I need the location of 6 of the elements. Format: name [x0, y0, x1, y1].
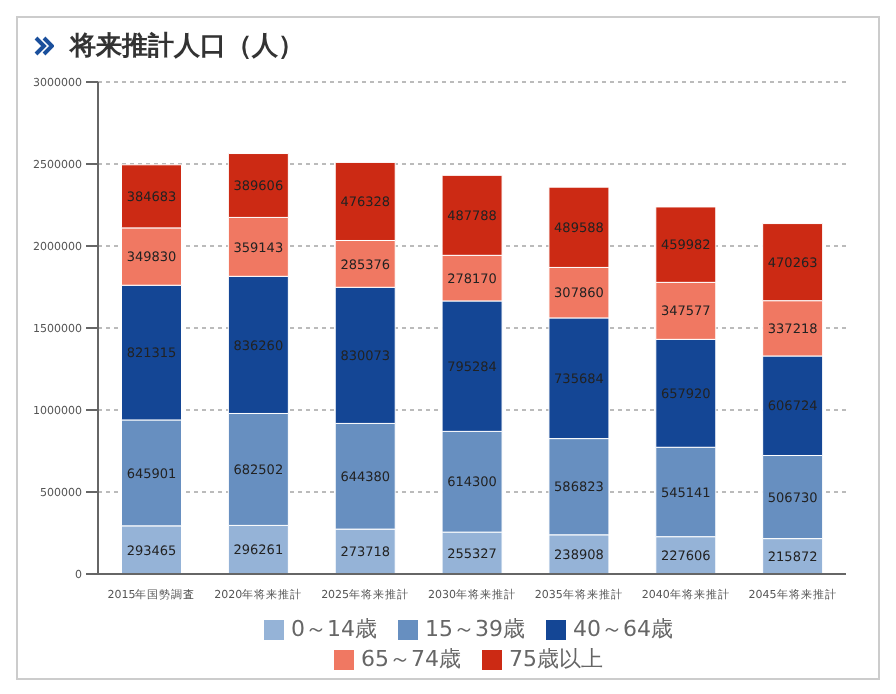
chart-title: 将来推計人口（人） — [70, 29, 304, 64]
legend-label: 75歳以上 — [509, 646, 603, 672]
legend-label: 65～74歳 — [361, 646, 461, 672]
legend-label: 40～64歳 — [573, 616, 673, 642]
legend-label: 0～14歳 — [291, 616, 377, 642]
legend-label: 15～39歳 — [425, 616, 525, 642]
